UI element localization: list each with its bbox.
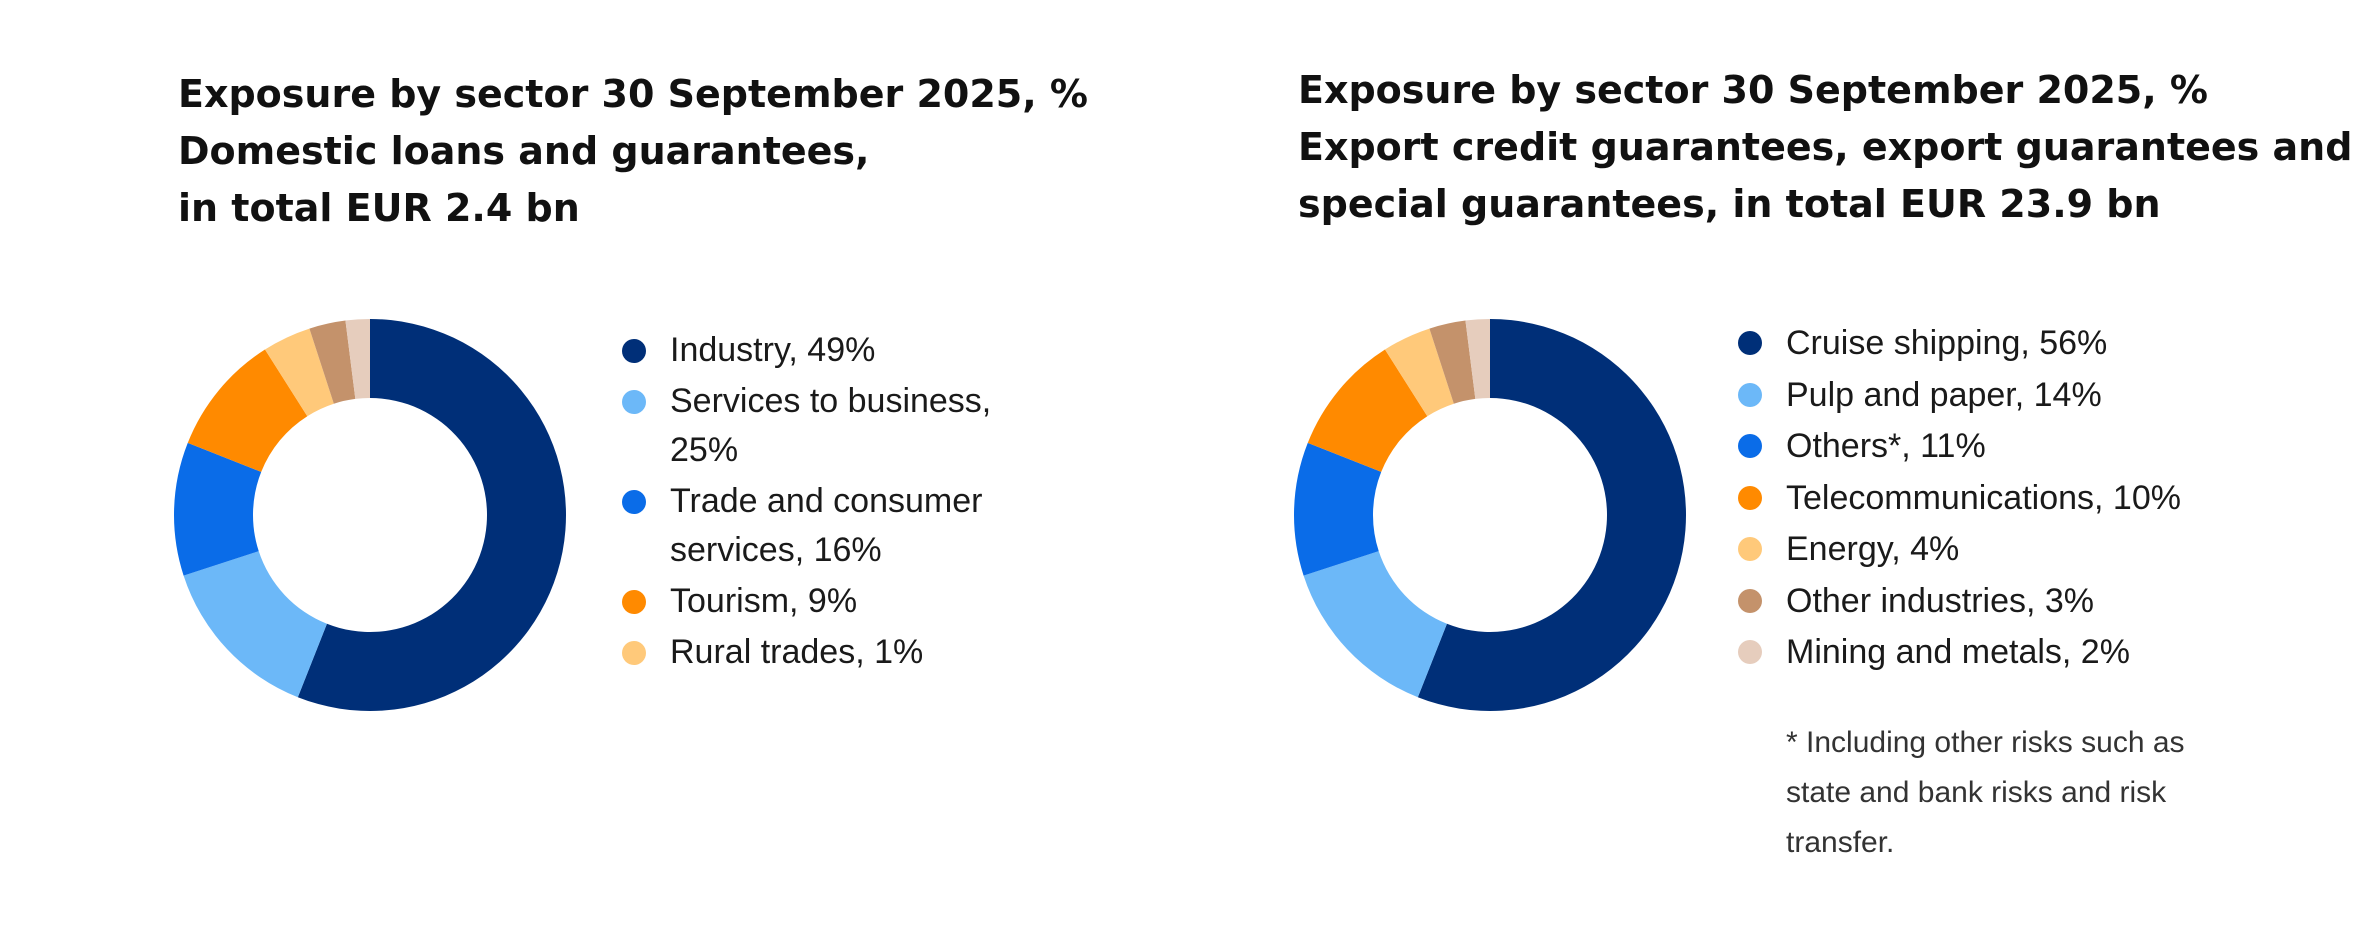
legend-item: Mining and metals, 2% (1738, 627, 2298, 677)
donut-slice-tourism (187, 349, 308, 472)
legend-swatch (1738, 485, 1762, 510)
footnote: * Including other risks such as state an… (1786, 726, 2185, 859)
chart-title-line: special guarantees, in total EUR 23.9 bn (1298, 182, 2161, 226)
chart-legend: Industry, 49% Services to business, 25% Tr… (622, 326, 1062, 679)
legend-item: Pulp and paper, 14% (1738, 370, 2298, 420)
legend-item: Trade and consumer services, 16% (622, 477, 1062, 575)
chart-title-line: in total EUR 2.4 bn (178, 186, 580, 230)
chart-title-line: Exposure by sector 30 September 2025, % (178, 72, 1088, 116)
domestic-exposure-panel: Exposure by sector 30 September 2025, % … (0, 0, 1180, 945)
donut-chart (174, 319, 566, 711)
legend-item: Rural trades, 1% (622, 628, 1062, 677)
donut-slice-segment-7 (345, 319, 370, 399)
donut-slice-pulp-and-paper (1303, 551, 1447, 698)
legend-label: Industry, 49% (670, 331, 876, 369)
legend-label: Services to business, 25% (670, 382, 992, 469)
legend-swatch (1738, 434, 1762, 458)
legend-label: Others*, 11% (1786, 427, 1986, 465)
donut-slice-telecommunications (1307, 349, 1428, 472)
legend-item: Others*, 11% (1738, 421, 2298, 471)
chart-title-line: Export credit guarantees, export guarant… (1298, 125, 2353, 169)
donut-slice-others (1294, 442, 1382, 576)
legend-swatch (1738, 382, 1762, 407)
legend-item: Services to business, 25% (622, 377, 1062, 475)
legend-swatch (1738, 537, 1762, 561)
legend-item: Other industries, 3% (1738, 576, 2298, 626)
chart-title: Exposure by sector 30 September 2025, % … (178, 66, 1098, 237)
donut-slice-cruise-shipping (1417, 319, 1686, 711)
legend-swatch (1738, 640, 1762, 664)
legend-swatch (1738, 331, 1762, 355)
legend-label: Trade and consumer services, 16% (670, 482, 983, 569)
legend-swatch (622, 641, 646, 665)
donut-slice-energy (1384, 328, 1454, 417)
chart-title-line: Exposure by sector 30 September 2025, % (1298, 68, 2208, 112)
legend-label: Energy, 4% (1786, 530, 1960, 568)
legend-label: Rural trades, 1% (670, 633, 924, 671)
donut-chart (1294, 319, 1686, 711)
chart-legend: Cruise shipping, 56% Pulp and paper, 14% O… (1738, 318, 2298, 679)
legend-item: Tourism, 9% (622, 577, 1062, 626)
legend-item: Telecommunications, 10% (1738, 473, 2298, 523)
legend-label: Telecommunications, 10% (1786, 478, 2181, 517)
donut-slice-segment-6 (309, 320, 356, 404)
export-exposure-panel: Exposure by sector 30 September 2025, % … (1180, 0, 2362, 945)
legend-swatch (622, 339, 646, 363)
legend-label: Pulp and paper, 14% (1786, 375, 2102, 414)
legend-swatch (622, 590, 646, 614)
legend-label: Other industries, 3% (1786, 581, 2095, 620)
donut-slice-mining-and-metals (1465, 319, 1490, 399)
chart-title-line: Domestic loans and guarantees, (178, 129, 870, 173)
donut-slice-services-to-business (183, 551, 327, 698)
legend-label: Tourism, 9% (670, 582, 858, 620)
legend-label: Mining and metals, 2% (1786, 633, 2130, 671)
legend-label: Cruise shipping, 56% (1786, 324, 2108, 362)
donut-slice-industry (297, 319, 566, 711)
donut-slice-rural-trades (264, 328, 334, 417)
legend-swatch (1738, 588, 1762, 613)
donut-slice-other-industries (1429, 320, 1476, 404)
legend-item: Industry, 49% (622, 326, 1062, 375)
donut-slice-trade-and-consumer-services (174, 442, 262, 576)
legend-item: Cruise shipping, 56% (1738, 318, 2298, 368)
legend-swatch (622, 390, 646, 414)
legend-swatch (622, 490, 646, 514)
legend-item: Energy, 4% (1738, 524, 2298, 574)
chart-title: Exposure by sector 30 September 2025, % … (1298, 62, 2353, 233)
